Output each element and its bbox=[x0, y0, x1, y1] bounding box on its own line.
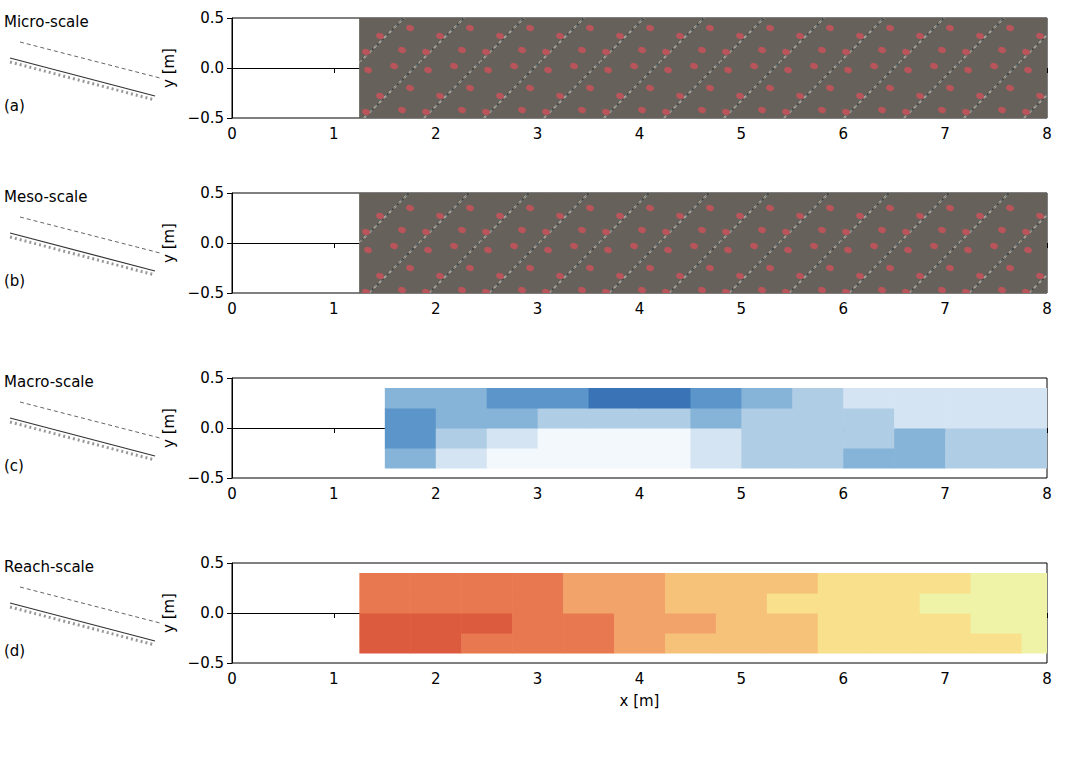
svg-text:2: 2 bbox=[431, 670, 441, 688]
svg-text:8: 8 bbox=[1042, 300, 1052, 318]
svg-text:8: 8 bbox=[1042, 485, 1052, 503]
svg-text:7: 7 bbox=[940, 485, 950, 503]
svg-text:0: 0 bbox=[227, 670, 237, 688]
svg-text:8: 8 bbox=[1042, 125, 1052, 143]
svg-text:5: 5 bbox=[737, 670, 747, 688]
svg-text:y [m]: y [m] bbox=[160, 593, 178, 633]
svg-text:1: 1 bbox=[329, 125, 339, 143]
svg-text:5: 5 bbox=[737, 125, 747, 143]
svg-text:0: 0 bbox=[227, 125, 237, 143]
svg-text:(d): (d) bbox=[4, 642, 25, 660]
svg-text:6: 6 bbox=[838, 125, 848, 143]
svg-text:(c): (c) bbox=[4, 457, 24, 475]
svg-text:(b): (b) bbox=[4, 272, 25, 290]
svg-text:−0.5: −0.5 bbox=[188, 654, 224, 672]
svg-text:y [m]: y [m] bbox=[160, 408, 178, 448]
svg-text:x [m]: x [m] bbox=[620, 692, 660, 710]
svg-text:7: 7 bbox=[940, 125, 950, 143]
svg-text:0: 0 bbox=[227, 300, 237, 318]
svg-text:0.0: 0.0 bbox=[200, 59, 224, 77]
svg-text:(a): (a) bbox=[4, 97, 25, 115]
svg-text:2: 2 bbox=[431, 300, 441, 318]
svg-text:y [m]: y [m] bbox=[160, 223, 178, 263]
svg-text:7: 7 bbox=[940, 300, 950, 318]
svg-text:5: 5 bbox=[737, 485, 747, 503]
svg-text:4: 4 bbox=[635, 670, 645, 688]
svg-text:4: 4 bbox=[635, 125, 645, 143]
svg-text:0.0: 0.0 bbox=[200, 419, 224, 437]
svg-text:8: 8 bbox=[1042, 670, 1052, 688]
svg-text:6: 6 bbox=[838, 670, 848, 688]
svg-text:6: 6 bbox=[838, 300, 848, 318]
svg-text:−0.5: −0.5 bbox=[188, 469, 224, 487]
svg-text:0.5: 0.5 bbox=[200, 184, 224, 202]
svg-text:Macro-scale: Macro-scale bbox=[4, 373, 94, 391]
svg-text:1: 1 bbox=[329, 300, 339, 318]
svg-text:1: 1 bbox=[329, 485, 339, 503]
svg-text:4: 4 bbox=[635, 485, 645, 503]
svg-text:0.0: 0.0 bbox=[200, 604, 224, 622]
svg-text:4: 4 bbox=[635, 300, 645, 318]
svg-text:Micro-scale: Micro-scale bbox=[4, 13, 89, 31]
svg-text:1: 1 bbox=[329, 670, 339, 688]
svg-text:Meso-scale: Meso-scale bbox=[4, 188, 88, 206]
svg-text:5: 5 bbox=[737, 300, 747, 318]
svg-text:6: 6 bbox=[838, 485, 848, 503]
svg-text:2: 2 bbox=[431, 485, 441, 503]
svg-text:3: 3 bbox=[533, 125, 543, 143]
svg-text:0.5: 0.5 bbox=[200, 554, 224, 572]
svg-text:0.0: 0.0 bbox=[200, 234, 224, 252]
svg-text:3: 3 bbox=[533, 485, 543, 503]
svg-text:7: 7 bbox=[940, 670, 950, 688]
svg-text:Reach-scale: Reach-scale bbox=[4, 558, 94, 576]
svg-text:3: 3 bbox=[533, 300, 543, 318]
svg-text:−0.5: −0.5 bbox=[188, 284, 224, 302]
svg-text:−0.5: −0.5 bbox=[188, 109, 224, 127]
svg-text:2: 2 bbox=[431, 125, 441, 143]
svg-text:0.5: 0.5 bbox=[200, 369, 224, 387]
svg-text:y [m]: y [m] bbox=[160, 48, 178, 88]
svg-text:3: 3 bbox=[533, 670, 543, 688]
svg-text:0: 0 bbox=[227, 485, 237, 503]
svg-text:0.5: 0.5 bbox=[200, 9, 224, 27]
